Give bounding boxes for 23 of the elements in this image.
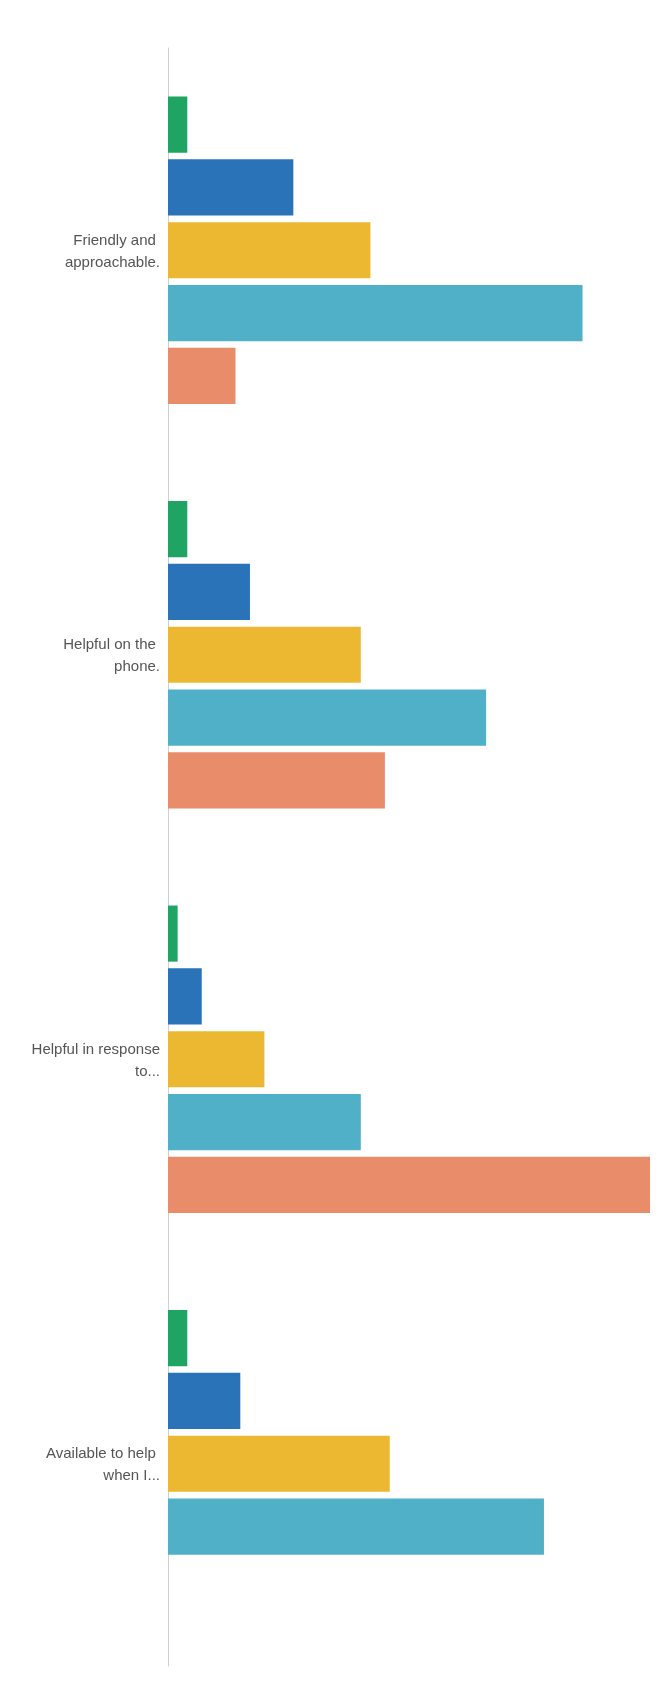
bar	[168, 347, 236, 404]
bar	[168, 1498, 544, 1555]
bar	[168, 1310, 188, 1367]
bar	[168, 563, 250, 620]
bar	[168, 1094, 361, 1151]
bar	[168, 1031, 265, 1088]
bar	[168, 905, 178, 962]
bar	[168, 1435, 390, 1492]
bar	[168, 222, 371, 279]
bar	[168, 689, 487, 746]
bar	[168, 285, 583, 342]
bar	[168, 1372, 241, 1429]
bar	[168, 1156, 650, 1213]
bar	[168, 968, 202, 1025]
y-tick-label: Helpful on the phone.	[63, 635, 160, 675]
bar	[168, 159, 294, 216]
bar	[168, 501, 188, 558]
y-tick-label: Friendly and approachable.	[64, 230, 160, 270]
bar	[168, 752, 385, 809]
bar	[168, 626, 361, 683]
bar	[168, 96, 188, 153]
y-tick-label: Available to help when I...	[46, 1444, 160, 1484]
y-tick-label: Helpful in response to...	[31, 1039, 160, 1079]
